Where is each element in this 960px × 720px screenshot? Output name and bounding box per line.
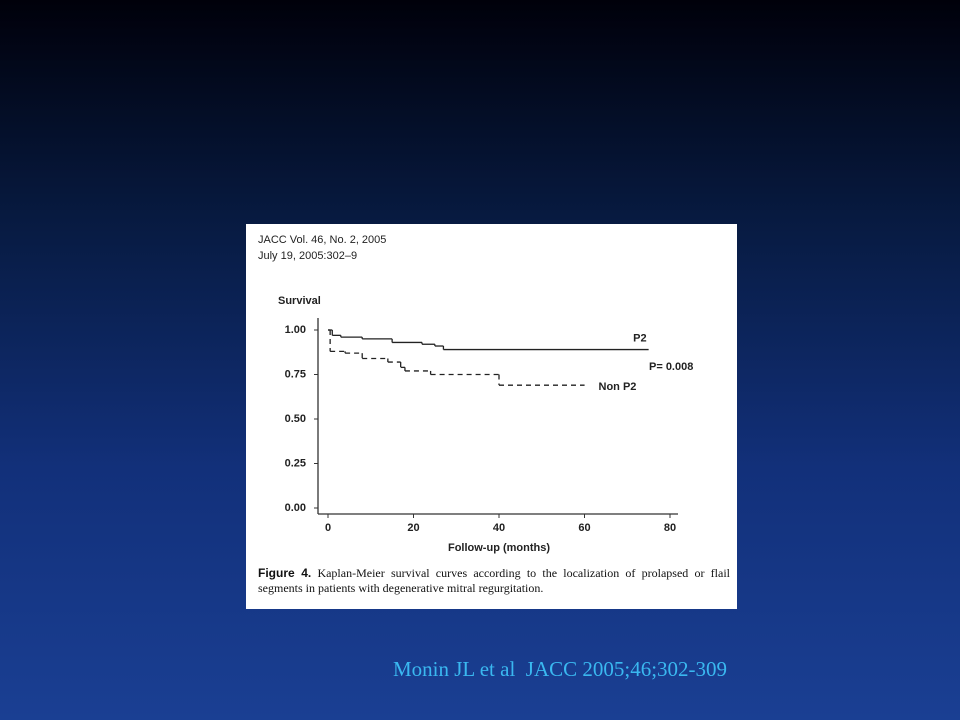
x-tick-label: 20	[407, 522, 419, 534]
series-label: Non P2	[599, 381, 637, 393]
x-tick-label: 60	[578, 522, 590, 534]
caption: Figure 4. Kaplan-Meier survival curves a…	[258, 566, 730, 596]
caption-text: Kaplan-Meier survival curves according t…	[258, 566, 731, 595]
series-label: P2	[633, 332, 646, 344]
x-tick-label: 0	[325, 522, 331, 534]
citation: Monin JL et al JACC 2005;46;302-309	[393, 657, 728, 681]
y-tick-label: 0.50	[285, 413, 306, 425]
caption-label: Figure 4.	[258, 566, 312, 580]
y-axis-label: Survival	[278, 295, 321, 307]
y-tick-label: 0.00	[285, 502, 306, 514]
x-axis-label: Follow-up (months)	[448, 542, 550, 554]
journal-header: July 19, 2005:302–9	[258, 250, 357, 262]
figure: JACC Vol. 46, No. 2, 2005 July 19, 2005:…	[246, 224, 737, 609]
chart: JACC Vol. 46, No. 2, 2005 July 19, 2005:…	[258, 234, 693, 554]
y-tick-label: 0.75	[285, 368, 306, 380]
y-tick-label: 0.25	[285, 457, 306, 469]
x-tick-label: 80	[664, 522, 676, 534]
y-tick-label: 1.00	[285, 324, 306, 336]
x-tick-label: 40	[493, 522, 505, 534]
journal-header: JACC Vol. 46, No. 2, 2005	[258, 234, 386, 246]
annotation: P= 0.008	[649, 361, 693, 373]
